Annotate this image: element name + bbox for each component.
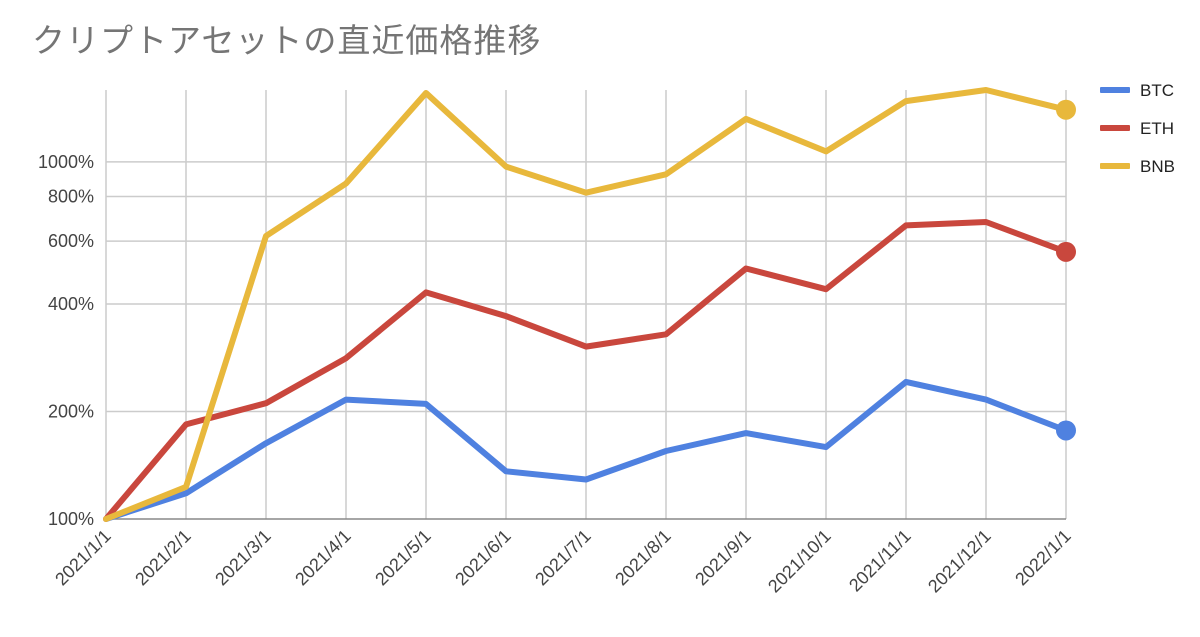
y-tick-label: 800% (48, 187, 94, 207)
x-tick-label: 2021/8/1 (611, 526, 675, 590)
x-tick-label: 2021/7/1 (531, 526, 595, 590)
series-endpoint-btc (1056, 420, 1076, 441)
x-tick-label: 2021/2/1 (131, 526, 195, 590)
x-axis-ticks: 2021/1/1 2021/2/1 2021/3/1 2021/4/1 2021/5/1… (51, 526, 1075, 597)
x-tick-label: 2021/12/1 (924, 526, 995, 597)
x-tick-label: 2022/1/1 (1011, 526, 1075, 590)
legend-label-btc: BTC (1140, 81, 1174, 100)
y-axis-ticks: 100% 200% 400% 600% 800% 1000% (38, 152, 94, 529)
legend-label-bnb: BNB (1140, 157, 1175, 176)
x-tick-label: 2021/1/1 (51, 526, 115, 590)
y-tick-label: 200% (48, 402, 94, 422)
y-tick-label: 600% (48, 231, 94, 251)
gridlines (105, 90, 1067, 520)
series-endpoint-bnb (1056, 99, 1076, 120)
series-endpoint-eth (1056, 241, 1076, 262)
x-tick-label: 2021/6/1 (451, 526, 515, 590)
legend-label-eth: ETH (1140, 119, 1174, 138)
x-tick-label: 2021/11/1 (845, 526, 915, 596)
x-tick-label: 2021/10/1 (764, 526, 835, 597)
chart-title: クリプトアセットの直近価格推移 (32, 21, 542, 60)
x-tick-label: 2021/3/1 (211, 526, 275, 590)
legend-swatch-bnb (1100, 163, 1130, 169)
y-tick-label: 400% (48, 294, 94, 314)
series-line-eth (103, 219, 1069, 522)
legend: BTC ETH BNB (1100, 81, 1175, 176)
series-line-btc (103, 378, 1069, 522)
x-tick-label: 2021/9/1 (691, 526, 755, 590)
legend-swatch-btc (1100, 87, 1130, 93)
x-tick-label: 2021/5/1 (371, 526, 435, 590)
series-line-bnb (103, 87, 1069, 522)
y-tick-label: 100% (48, 509, 94, 529)
x-tick-label: 2021/4/1 (291, 526, 355, 590)
series-lines (103, 87, 1076, 522)
y-tick-label: 1000% (38, 152, 94, 172)
legend-swatch-eth (1100, 125, 1130, 131)
